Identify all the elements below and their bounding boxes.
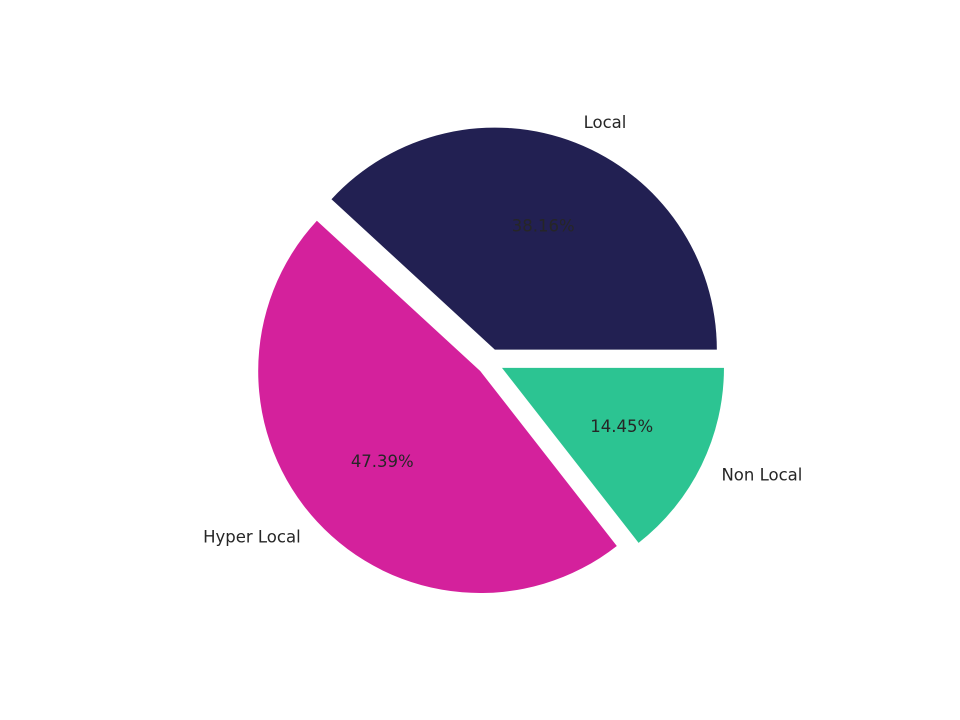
pie-slice-local (331, 127, 717, 350)
pie-slice-hyper-local (258, 220, 617, 594)
pie-pct-hyper-local: 47.39% (351, 452, 414, 471)
pie-slice-non-local (501, 367, 724, 543)
pie-pct-local: 38.16% (512, 216, 575, 235)
pie-label-non-local: Non Local (721, 466, 802, 485)
pie-label-local: Local (584, 113, 627, 132)
pie-pct-non-local: 14.45% (590, 417, 653, 436)
pie-label-hyper-local: Hyper Local (203, 527, 301, 546)
